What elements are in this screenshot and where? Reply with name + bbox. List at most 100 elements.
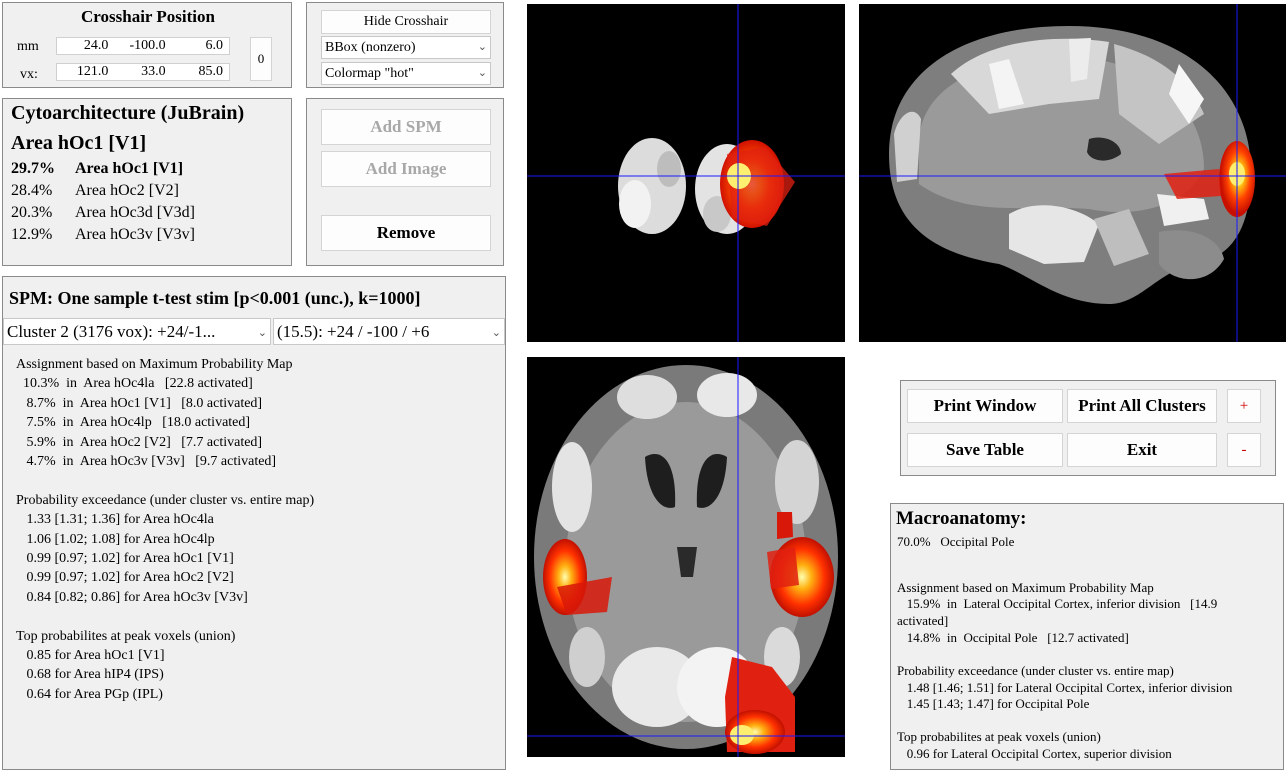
crosshair-panel: Crosshair Position mm 24.0 -100.0 6.0 vx… — [2, 2, 292, 88]
chevron-down-icon: ⌄ — [477, 41, 487, 53]
vx-field[interactable]: 121.0 33.0 85.0 — [56, 63, 230, 81]
vx-x: 121.0 — [76, 64, 109, 79]
macro-report-line: 14.8% in Occipital Pole [12.7 activated] — [897, 630, 1129, 645]
cortex-region — [1069, 38, 1091, 82]
image-buttons-panel: Add SPM Add Image Remove — [306, 98, 504, 266]
print-window-button[interactable]: Print Window — [907, 389, 1063, 423]
plus-button[interactable]: + — [1227, 389, 1261, 423]
spm-panel: SPM: One sample t-test stim [p<0.001 (un… — [2, 276, 506, 770]
cyto-row-name: Area hOc2 [V2] — [75, 182, 179, 199]
cortex-region — [552, 442, 592, 532]
hide-crosshair-button[interactable]: Hide Crosshair — [321, 10, 491, 34]
axial-slice-image — [527, 357, 845, 757]
cortex-region — [775, 440, 819, 524]
remove-button[interactable]: Remove — [321, 215, 491, 251]
bbox-select[interactable]: BBox (nonzero) ⌄ — [321, 36, 491, 59]
sagittal-view[interactable] — [859, 4, 1286, 342]
spm-report-line: 1.33 [1.31; 1.36] for Area hOc4la — [16, 512, 214, 528]
mm-label: mm — [17, 39, 39, 54]
spm-report-line: 1.06 [1.02; 1.08] for Area hOc4lp — [16, 531, 215, 547]
activation-peak — [730, 725, 754, 745]
bbox-select-value: BBox (nonzero) — [325, 40, 416, 55]
spm-report-line: Assignment based on Maximum Probability … — [16, 357, 293, 372]
spm-report-line: 0.84 [0.82; 0.86] for Area hOc3v [V3v] — [16, 589, 248, 605]
cortex-region — [697, 373, 757, 417]
cluster-select-value: Cluster 2 (3176 vox): +24/-1... — [7, 322, 216, 341]
mm-x: 24.0 — [83, 38, 109, 53]
activation-cluster — [777, 512, 793, 539]
cortex-region — [894, 111, 921, 182]
sagittal-slice-image — [859, 4, 1286, 342]
save-table-button[interactable]: Save Table — [907, 433, 1063, 467]
cortex-region — [951, 38, 1109, 114]
peak-select[interactable]: (15.5): +24 / -100 / +6 ⌄ — [273, 318, 505, 345]
cortex-region — [617, 375, 677, 419]
peak-select-value: (15.5): +24 / -100 / +6 — [277, 322, 430, 341]
cluster-select[interactable]: Cluster 2 (3176 vox): +24/-1... ⌄ — [3, 318, 271, 345]
macro-report-line: 70.0% Occipital Pole — [897, 534, 1015, 549]
mm-z: 6.0 — [205, 38, 223, 53]
print-buttons-panel: Print Window Print All Clusters + Save T… — [900, 380, 1276, 476]
spm-report-line: 0.85 for Area hOc1 [V1] — [16, 648, 165, 663]
add-spm-button[interactable]: Add SPM — [321, 109, 491, 145]
minus-button[interactable]: - — [1227, 433, 1261, 467]
macro-report-line: 0.96 for Lateral Occipital Cortex, super… — [897, 746, 1172, 761]
coronal-view[interactable] — [527, 4, 845, 342]
ventricle — [645, 454, 676, 508]
cortex-region — [612, 647, 702, 727]
cyto-row-name: Area hOc3d [V3d] — [75, 204, 195, 221]
chevron-down-icon: ⌄ — [257, 327, 267, 339]
spm-report-line: 0.99 [0.97; 1.02] for Area hOc1 [V1] — [16, 551, 234, 566]
spm-report-line: 4.7% in Area hOc3v [V3v] [9.7 activated] — [16, 454, 277, 469]
spm-report-line: 10.3% in Area hOc4la [22.8 activated] — [16, 376, 253, 392]
vx-z: 85.0 — [198, 64, 223, 79]
macro-report-line: Top probabilites at peak voxels (union) — [897, 729, 1101, 744]
activation-cluster — [557, 577, 612, 615]
cyto-row-name: Area hOc3v [V3v] — [75, 226, 195, 243]
macro-report-line: Probability exceedance (under cluster vs… — [897, 663, 1174, 678]
mm-field[interactable]: 24.0 -100.0 6.0 — [56, 37, 230, 55]
spm-report-line: 0.68 for Area hIP4 (IPS) — [16, 667, 164, 683]
cerebellum — [1159, 230, 1224, 280]
cyto-row-pct: 28.4% — [11, 182, 53, 199]
macro-report-line: 1.45 [1.43; 1.47] for Occipital Pole — [897, 696, 1090, 711]
add-image-button[interactable]: Add Image — [321, 151, 491, 187]
print-all-clusters-button[interactable]: Print All Clusters — [1067, 389, 1217, 423]
cyto-title: Cytoarchitecture (JuBrain) — [11, 102, 245, 124]
colormap-select-value: Colormap "hot" — [325, 66, 414, 81]
cortex-region — [989, 59, 1024, 109]
cyto-row: 29.7% Area hOc1 [V1] — [11, 160, 183, 178]
macro-report-line: 1.48 [1.46; 1.51] for Lateral Occipital … — [897, 680, 1233, 695]
macro-report-line: Assignment based on Maximum Probability … — [897, 580, 1154, 595]
cortex-blob — [657, 151, 681, 187]
activation-cluster — [767, 547, 799, 589]
mm-y: -100.0 — [129, 38, 166, 53]
macro-title: Macroanatomy: — [896, 508, 1027, 529]
spm-report-line: Probability exceedance (under cluster vs… — [16, 492, 315, 508]
cortex-region — [1157, 194, 1209, 226]
cortex-region — [1114, 44, 1204, 144]
cortex-region — [1094, 209, 1149, 266]
vx-label: vx: — [20, 67, 38, 82]
cortex-blob — [619, 180, 651, 228]
cyto-row-pct: 29.7% — [11, 160, 55, 177]
axial-view[interactable] — [527, 357, 845, 757]
cyto-area: Area hOc1 [V1] — [11, 132, 147, 154]
macroanatomy-panel: Macroanatomy: 70.0% Occipital Pole Assign… — [890, 503, 1284, 770]
cyto-row-pct: 20.3% — [11, 204, 53, 221]
spm-report-line: 0.99 [0.97; 1.02] for Area hOc2 [V2] — [16, 570, 234, 586]
spm-report-line: Top probabilites at peak voxels (union) — [16, 628, 236, 644]
coronal-slice-image — [527, 4, 845, 342]
cyto-row: 28.4% Area hOc2 [V2] — [11, 182, 179, 200]
cortex-region — [569, 627, 605, 687]
ventricle — [1087, 137, 1121, 161]
cyto-row-name: Area hOc1 [V1] — [75, 160, 184, 177]
macro-report-line: 15.9% in Lateral Occipital Cortex, infer… — [897, 596, 1218, 611]
display-controls-panel: Hide Crosshair BBox (nonzero) ⌄ Colormap… — [306, 2, 504, 88]
chevron-down-icon: ⌄ — [477, 67, 487, 79]
zero-button[interactable]: 0 — [250, 37, 272, 81]
cyto-row-pct: 12.9% — [11, 226, 53, 243]
colormap-select[interactable]: Colormap "hot" ⌄ — [321, 62, 491, 85]
exit-button[interactable]: Exit — [1067, 433, 1217, 467]
cytoarchitecture-panel: Cytoarchitecture (JuBrain) Area hOc1 [V1… — [2, 98, 292, 266]
